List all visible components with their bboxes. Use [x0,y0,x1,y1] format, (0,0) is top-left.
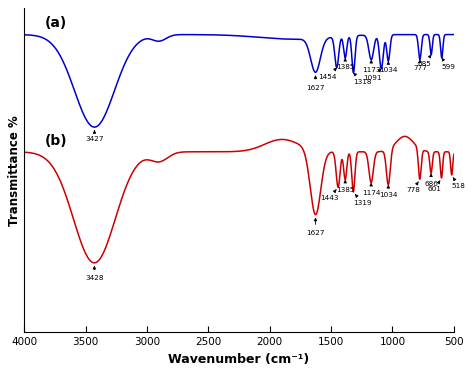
Text: 3427: 3427 [85,131,104,142]
Text: 1454: 1454 [319,68,337,80]
Text: 777: 777 [413,60,427,71]
Text: 778: 778 [406,182,420,193]
Text: 686: 686 [424,174,438,187]
Text: 1318: 1318 [353,73,372,85]
Text: 599: 599 [441,58,456,70]
Text: 1174: 1174 [362,184,380,196]
Text: 1385: 1385 [336,58,355,70]
Text: (a): (a) [45,16,67,30]
Text: 1443: 1443 [320,190,338,201]
Text: 1627: 1627 [306,76,325,91]
Text: 1319: 1319 [353,194,372,206]
Text: 518: 518 [451,177,465,188]
Text: 601: 601 [428,181,442,191]
Text: 1627: 1627 [306,218,325,236]
Text: 1173: 1173 [362,61,381,73]
X-axis label: Wavenumber (cm⁻¹): Wavenumber (cm⁻¹) [168,353,310,366]
Text: 3428: 3428 [85,267,104,281]
Y-axis label: Transmittance %: Transmittance % [9,115,21,226]
Text: (b): (b) [45,134,68,148]
Text: 1034: 1034 [379,186,398,199]
Text: 1385: 1385 [336,181,355,193]
Text: 1091: 1091 [363,69,382,81]
Text: 685: 685 [418,55,431,67]
Text: 1034: 1034 [379,61,398,73]
